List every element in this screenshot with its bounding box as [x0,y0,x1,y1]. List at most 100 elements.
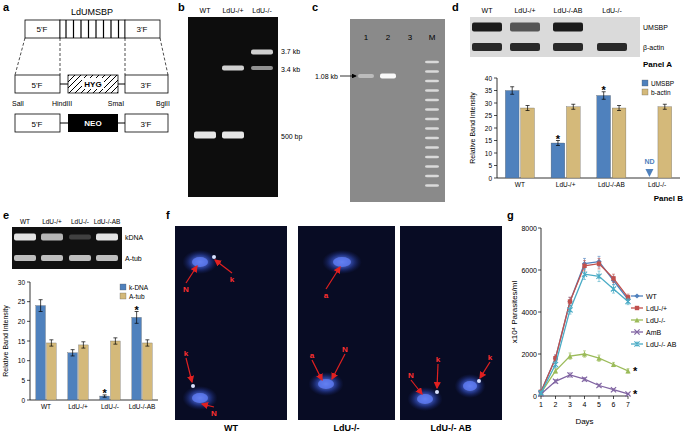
flank-box [15,114,60,132]
y-tick [27,360,30,361]
nucleus [192,393,208,403]
cell-glow [308,372,343,396]
band [425,146,439,149]
x-tick-label: 4 [583,401,587,408]
x-tick-label: LdU-/+ [68,403,88,410]
flank-box [15,75,60,93]
arrow [186,266,197,283]
blot [470,17,640,57]
y-tick [27,301,30,302]
bar [505,91,519,179]
repeat-stripe [118,20,119,38]
nucleus [318,379,334,389]
arrow [411,380,422,394]
arrow [437,364,438,388]
error-bar [612,276,615,284]
band [425,137,439,140]
connector [118,84,125,85]
y-tick-label: 10 [18,357,26,364]
cell-glow [182,386,217,410]
marker [553,379,558,384]
row-label: UMSBP [643,24,668,31]
y-tick-label: 30 [18,279,26,286]
lane-label: WT [200,7,212,14]
size-label: 3.7 kb [281,48,300,55]
legend-label: LdU-/- AB [646,341,677,348]
band [510,23,540,32]
row-label: β-actin [643,44,664,52]
panel-label: f [166,209,170,221]
bar [111,341,121,400]
lane-label: WT [20,218,30,225]
annotation: * [633,365,638,377]
arrow [202,404,214,407]
band [425,175,439,178]
line-chart: 020004000600080001234567Daysx10⁴ Parasit… [510,225,677,427]
series-group [538,256,630,396]
band [96,255,118,261]
kinetoplast [477,379,481,383]
marker [582,264,586,268]
connector [60,84,68,85]
legend-label: AmB [646,329,662,336]
label: 3'F [141,120,152,129]
arrow-label: k [230,275,235,284]
kinetoplast [212,255,216,259]
marker [597,262,601,266]
lane-label: LdU-/- [252,7,272,14]
band [425,156,439,159]
band [425,99,439,102]
error-bar [663,104,667,109]
error-bar [617,106,621,111]
y-tick [538,312,541,313]
y-tick [27,321,30,322]
connector [118,123,125,124]
annotation: * [556,133,561,145]
band [425,61,439,64]
arrow-label: a [310,351,315,360]
y-axis-label: Relative Band Intensity [2,305,10,377]
error-bar [39,300,43,312]
y-tick-label: 10 [485,150,493,157]
marker [596,356,601,361]
flank-box [125,75,168,93]
site-label: HindIII [52,100,72,107]
y-tick-label: 0 [488,175,492,182]
gel [350,19,445,202]
cell-glow [322,250,362,274]
x-tick-label: WT [41,403,51,410]
bar-chart: 051015202530WTLdU-/+LdU-/-LdU-/-AB**Rela… [2,279,158,411]
x-tick [613,396,614,399]
arrow-label: k [436,355,441,364]
y-axis-label: Relative Band Intensity [469,92,477,164]
band [194,132,216,139]
marker [611,286,616,291]
row-label: A-tub [125,255,142,262]
y-tick [27,282,30,283]
bar-chart: 0510152025303540WTLdU-/+LdU-/-ABLdU-/-**… [469,75,683,204]
y-tick [494,115,497,116]
series-line [541,354,628,393]
band [222,132,244,139]
bars [505,87,671,178]
series-line [541,375,628,394]
size-arrow [340,76,356,77]
row-label: kDNA [125,234,144,241]
nucleus [333,257,351,267]
y-tick [27,341,30,342]
band [14,255,36,261]
marker [611,387,616,392]
marker [582,272,587,277]
x-tick-label: LdU-/-AB [598,181,625,188]
annotation: * [134,304,139,316]
legend-swatch [120,293,126,299]
arrow [186,358,192,382]
arrow-label: N [408,371,414,380]
legend-marker [634,317,639,322]
error-bar [49,340,53,346]
band [425,127,439,130]
legend-marker [634,341,639,346]
arrow [332,354,345,379]
marker [567,299,572,304]
y-tick-label: 8000 [521,225,537,232]
